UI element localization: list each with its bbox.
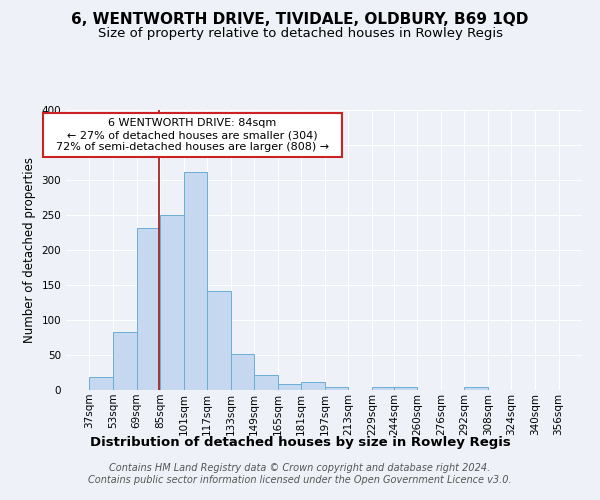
Text: Size of property relative to detached houses in Rowley Regis: Size of property relative to detached ho… [97, 28, 503, 40]
Bar [464, 387, 488, 390]
Y-axis label: Number of detached properties: Number of detached properties [23, 157, 36, 343]
Bar [184, 172, 207, 390]
Bar [137, 228, 160, 390]
Bar [394, 387, 418, 390]
Bar [160, 215, 184, 390]
Bar [230, 354, 254, 390]
Bar [113, 332, 137, 390]
Bar [207, 290, 230, 390]
Text: Contains HM Land Registry data © Crown copyright and database right 2024.
Contai: Contains HM Land Registry data © Crown c… [88, 464, 512, 485]
Bar [278, 384, 301, 390]
Bar [301, 382, 325, 390]
Bar [325, 386, 348, 390]
Text: 6, WENTWORTH DRIVE, TIVIDALE, OLDBURY, B69 1QD: 6, WENTWORTH DRIVE, TIVIDALE, OLDBURY, B… [71, 12, 529, 28]
Text: Distribution of detached houses by size in Rowley Regis: Distribution of detached houses by size … [89, 436, 511, 449]
Bar [89, 376, 113, 390]
Bar [372, 386, 394, 390]
Bar [254, 376, 278, 390]
Text: 6 WENTWORTH DRIVE: 84sqm  
  ← 27% of detached houses are smaller (304)  
  72% : 6 WENTWORTH DRIVE: 84sqm ← 27% of detach… [49, 118, 336, 152]
